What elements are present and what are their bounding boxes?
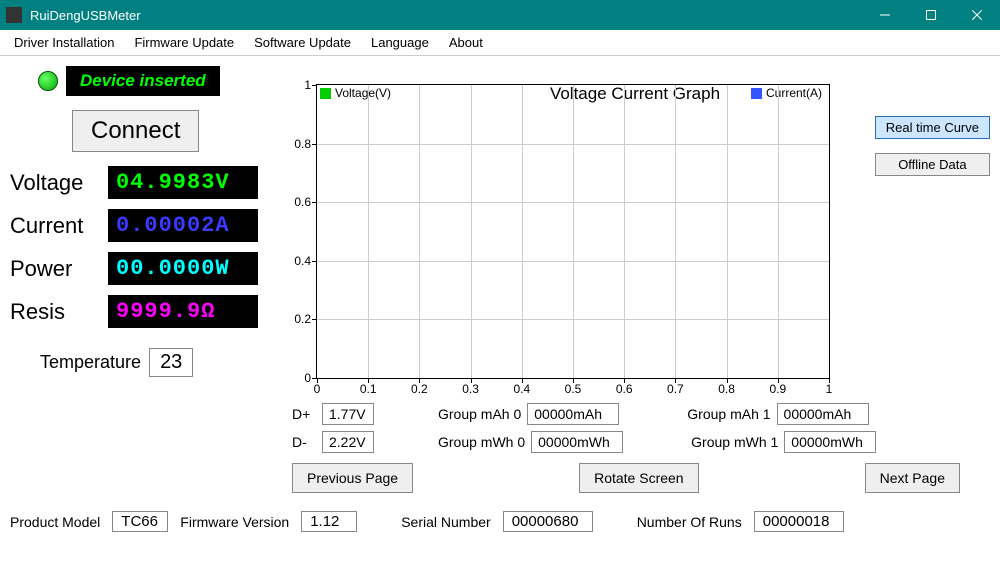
product-model-value: TC66 xyxy=(112,511,168,532)
x-tick: 0.2 xyxy=(411,382,428,396)
current-label: Current xyxy=(10,213,108,239)
chart-plot: 00.20.40.60.8100.10.20.30.40.50.60.70.80… xyxy=(316,84,830,379)
footer: Product Model TC66 Firmware Version 1.12… xyxy=(0,503,1000,532)
offline-data-button[interactable]: Offline Data xyxy=(875,153,990,176)
realtime-curve-button[interactable]: Real time Curve xyxy=(875,116,990,139)
menu-software-update[interactable]: Software Update xyxy=(244,32,361,53)
x-tick: 0.3 xyxy=(462,382,479,396)
x-tick: 0.5 xyxy=(565,382,582,396)
y-tick: 0.4 xyxy=(294,254,311,268)
x-tick: 0.9 xyxy=(769,382,786,396)
menu-about[interactable]: About xyxy=(439,32,493,53)
chart-area: Voltage Current Graph Voltage(V) Current… xyxy=(280,84,990,379)
group-mah0-value: 00000mAh xyxy=(527,403,619,425)
voltage-label: Voltage xyxy=(10,170,108,196)
window-title: RuiDengUSBMeter xyxy=(30,8,862,23)
x-tick: 1 xyxy=(826,382,833,396)
rotate-screen-button[interactable]: Rotate Screen xyxy=(579,463,699,493)
group-mah1-label: Group mAh 1 xyxy=(687,406,770,422)
group-mah0-label: Group mAh 0 xyxy=(438,406,521,422)
current-value: 0.00002A xyxy=(108,209,258,242)
y-tick: 0.8 xyxy=(294,137,311,151)
serial-number-value: 00000680 xyxy=(503,511,593,532)
status-led-icon xyxy=(38,71,58,91)
connect-button[interactable]: Connect xyxy=(72,110,199,152)
device-status: Device inserted xyxy=(66,66,220,96)
y-tick: 0 xyxy=(304,371,311,385)
firmware-version-label: Firmware Version xyxy=(180,514,289,530)
x-tick: 0.1 xyxy=(360,382,377,396)
temperature-label: Temperature xyxy=(40,352,141,373)
y-tick: 1 xyxy=(304,78,311,92)
app-icon xyxy=(6,7,22,23)
close-button[interactable] xyxy=(954,0,1000,30)
product-model-label: Product Model xyxy=(10,514,100,530)
serial-number-label: Serial Number xyxy=(401,514,490,530)
x-tick: 0 xyxy=(314,382,321,396)
number-of-runs-value: 00000018 xyxy=(754,511,844,532)
menu-language[interactable]: Language xyxy=(361,32,439,53)
maximize-button[interactable] xyxy=(908,0,954,30)
menubar: Driver Installation Firmware Update Soft… xyxy=(0,30,1000,56)
x-tick: 0.8 xyxy=(718,382,735,396)
menu-driver-installation[interactable]: Driver Installation xyxy=(4,32,124,53)
voltage-value: 04.9983V xyxy=(108,166,258,199)
menu-firmware-update[interactable]: Firmware Update xyxy=(124,32,244,53)
temperature-value: 23 xyxy=(149,348,193,377)
group-mwh1-label: Group mWh 1 xyxy=(691,434,778,450)
previous-page-button[interactable]: Previous Page xyxy=(292,463,413,493)
y-tick: 0.6 xyxy=(294,195,311,209)
power-value: 00.0000W xyxy=(108,252,258,285)
minimize-button[interactable] xyxy=(862,0,908,30)
group-mwh1-value: 00000mWh xyxy=(784,431,876,453)
y-tick: 0.2 xyxy=(294,312,311,326)
dplus-label: D+ xyxy=(292,406,316,422)
x-tick: 0.7 xyxy=(667,382,684,396)
titlebar: RuiDengUSBMeter xyxy=(0,0,1000,30)
group-mah1-value: 00000mAh xyxy=(777,403,869,425)
power-label: Power xyxy=(10,256,108,282)
group-mwh0-label: Group mWh 0 xyxy=(438,434,525,450)
resistance-label: Resis xyxy=(10,299,108,325)
x-tick: 0.4 xyxy=(513,382,530,396)
resistance-value: 9999.9Ω xyxy=(108,295,258,328)
number-of-runs-label: Number Of Runs xyxy=(637,514,742,530)
firmware-version-value: 1.12 xyxy=(301,511,357,532)
group-mwh0-value: 00000mWh xyxy=(531,431,623,453)
dminus-value: 2.22V xyxy=(322,431,374,453)
next-page-button[interactable]: Next Page xyxy=(865,463,960,493)
dplus-value: 1.77V xyxy=(322,403,374,425)
x-tick: 0.6 xyxy=(616,382,633,396)
dminus-label: D- xyxy=(292,434,316,450)
